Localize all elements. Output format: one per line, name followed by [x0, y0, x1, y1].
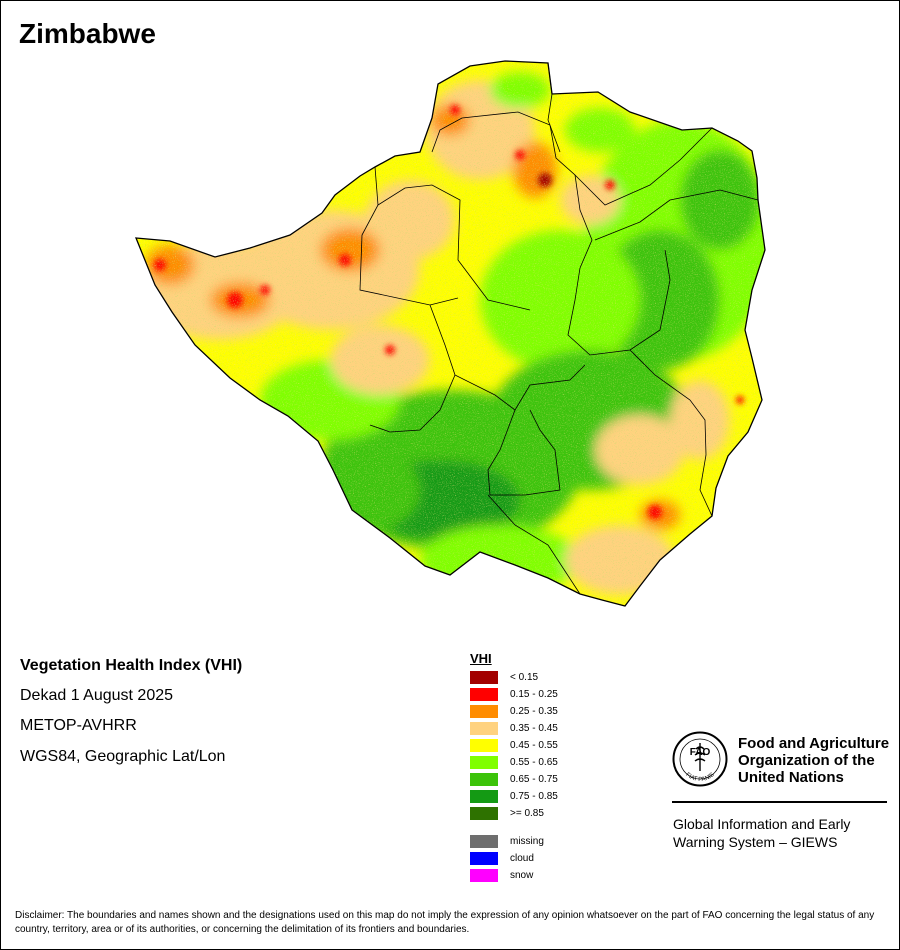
organization-name: Food and Agriculture Organization of the… [738, 735, 889, 786]
legend-label: 0.65 - 0.75 [510, 774, 558, 785]
org-name-line: United Nations [738, 769, 844, 786]
legend-swatch [470, 671, 498, 684]
legend-label: snow [510, 870, 534, 881]
legend-item: >= 0.85 [470, 807, 544, 820]
legend-label: 0.75 - 0.85 [510, 791, 558, 802]
legend-swatch [470, 722, 498, 735]
product-name: Vegetation Health Index (VHI) [20, 657, 243, 674]
legend-label: 0.35 - 0.45 [510, 723, 558, 734]
legend-swatch [470, 705, 498, 718]
legend-item-missing: missing [470, 835, 544, 848]
legend-swatch [470, 807, 498, 820]
disclaimer: Disclaimer: The boundaries and names sho… [15, 910, 875, 935]
legend-item: 0.15 - 0.25 [470, 688, 558, 701]
emblem-text: FAO [690, 747, 711, 758]
legend-swatch [470, 688, 498, 701]
legend-item: 0.25 - 0.35 [470, 705, 558, 718]
legend-item: 0.45 - 0.55 [470, 739, 558, 752]
legend-label: 0.45 - 0.55 [510, 740, 558, 751]
legend-label: < 0.15 [510, 672, 539, 683]
giews-line: Warning System – GIEWS [673, 834, 838, 850]
legend-label: 0.55 - 0.65 [510, 757, 558, 768]
legend-swatch [470, 869, 498, 882]
divider [672, 801, 887, 803]
legend-swatch [470, 739, 498, 752]
legend-title: VHI [470, 651, 492, 666]
legend-swatch [470, 756, 498, 769]
legend-swatch [470, 773, 498, 786]
period-label: Dekad 1 August 2025 [20, 687, 174, 704]
giews-label: Global Information and Early Warning Sys… [673, 815, 850, 851]
legend-label: missing [510, 836, 544, 847]
emblem-motto: FIAT PANIS [684, 772, 715, 783]
sensor-label: METOP-AVHRR [20, 717, 137, 734]
legend-item: 0.35 - 0.45 [470, 722, 558, 735]
legend-swatch [470, 852, 498, 865]
legend-item: < 0.15 [470, 671, 538, 684]
legend-label: cloud [510, 853, 534, 864]
vhi-map [135, 60, 766, 607]
vhi-raster [136, 61, 765, 606]
giews-line: Global Information and Early [673, 816, 851, 832]
legend-swatch [470, 835, 498, 848]
legend-item: 0.75 - 0.85 [470, 790, 558, 803]
projection-label: WGS84, Geographic Lat/Lon [20, 748, 226, 765]
legend-label: 0.15 - 0.25 [510, 689, 558, 700]
fao-logo-icon: FAO FIAT PANIS [672, 731, 728, 787]
map-title: Zimbabwe [19, 18, 156, 49]
legend-label: >= 0.85 [510, 808, 544, 819]
legend-label: 0.25 - 0.35 [510, 706, 558, 717]
legend-item-cloud: cloud [470, 852, 534, 865]
legend-swatch [470, 790, 498, 803]
legend-item: 0.55 - 0.65 [470, 756, 558, 769]
org-name-line: Food and Agriculture [738, 735, 890, 752]
legend-item: 0.65 - 0.75 [470, 773, 558, 786]
org-name-line: Organization of the [738, 752, 875, 769]
legend-item-snow: snow [470, 869, 533, 882]
